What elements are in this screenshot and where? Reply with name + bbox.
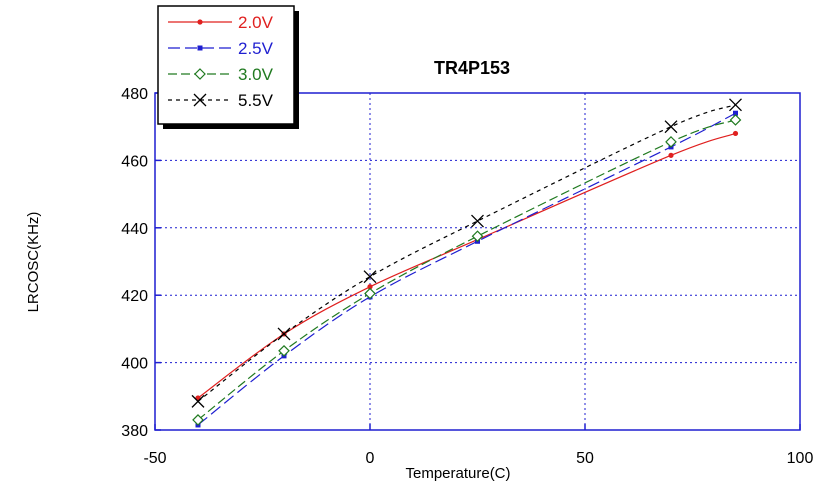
legend-label: 3.0V [238, 65, 274, 84]
x-tick-label: 0 [366, 450, 375, 467]
legend: 2.0V 2.5V 3.0V 5.5V [157, 5, 299, 129]
data-point [729, 98, 742, 112]
data-point [668, 152, 674, 158]
data-point [665, 136, 677, 148]
data-point [192, 414, 204, 426]
y-tick-label: 380 [121, 423, 148, 440]
data-point [197, 19, 203, 25]
series-5.5V [191, 98, 742, 408]
legend-label: 2.0V [238, 13, 274, 32]
y-axis-label: LRCOSC(KHz) [25, 212, 42, 313]
x-tick-label: -50 [143, 450, 166, 467]
x-tick-label: 100 [787, 450, 814, 467]
x-tick-label: 50 [576, 450, 594, 467]
data-point [664, 120, 678, 134]
data-point [191, 394, 205, 408]
data-point [193, 93, 207, 107]
grid [155, 93, 800, 430]
y-tick-label: 420 [121, 288, 148, 305]
y-tick-label: 480 [121, 86, 148, 103]
x-axis-label: Temperature(C) [405, 465, 510, 482]
series-2.0V [195, 130, 739, 401]
data-point [732, 130, 739, 137]
data-point [367, 284, 373, 290]
tick-labels: -50 0 50 100 380 400 420 440 460 480 [121, 86, 813, 467]
series-line [197, 119, 736, 421]
legend-items: 2.0V 2.5V 3.0V 5.5V [168, 13, 274, 110]
data-point [194, 68, 206, 80]
y-tick-label: 460 [121, 153, 148, 170]
y-tick-label: 440 [121, 221, 148, 238]
series-line [197, 132, 736, 399]
data-point [363, 270, 377, 284]
data-point [364, 287, 376, 300]
plot-area [154, 92, 801, 431]
y-tick-label: 400 [121, 356, 148, 373]
chart-title: TR4P153 [434, 58, 510, 78]
data-point [733, 110, 738, 116]
legend-label: 2.5V [238, 39, 274, 58]
data-point [729, 114, 742, 126]
data-point [277, 327, 291, 341]
series-group [191, 98, 742, 428]
series-line [197, 104, 736, 402]
data-point [197, 45, 203, 51]
legend-label: 5.5V [238, 91, 274, 110]
series-3.0V [192, 114, 742, 426]
data-point [278, 344, 290, 357]
legend-box [157, 5, 295, 125]
data-point [471, 214, 484, 228]
data-point [471, 230, 484, 243]
series-2.5V [195, 110, 738, 428]
